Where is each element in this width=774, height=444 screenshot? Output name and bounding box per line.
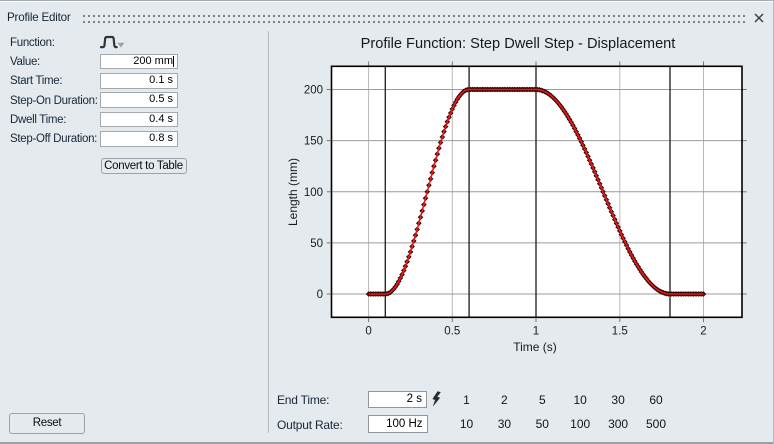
svg-text:1: 1 bbox=[533, 326, 539, 338]
svg-text:0: 0 bbox=[365, 326, 371, 338]
svg-text:Time (s): Time (s) bbox=[513, 340, 557, 354]
svg-text:150: 150 bbox=[304, 136, 323, 148]
svg-text:Length (mm): Length (mm) bbox=[286, 158, 300, 226]
svg-text:0.5: 0.5 bbox=[444, 326, 460, 338]
svg-text:200: 200 bbox=[304, 85, 323, 97]
svg-text:1.5: 1.5 bbox=[612, 326, 628, 338]
svg-text:50: 50 bbox=[310, 238, 323, 250]
svg-text:100: 100 bbox=[304, 187, 323, 199]
svg-text:2: 2 bbox=[700, 326, 706, 338]
svg-text:0: 0 bbox=[317, 289, 323, 301]
